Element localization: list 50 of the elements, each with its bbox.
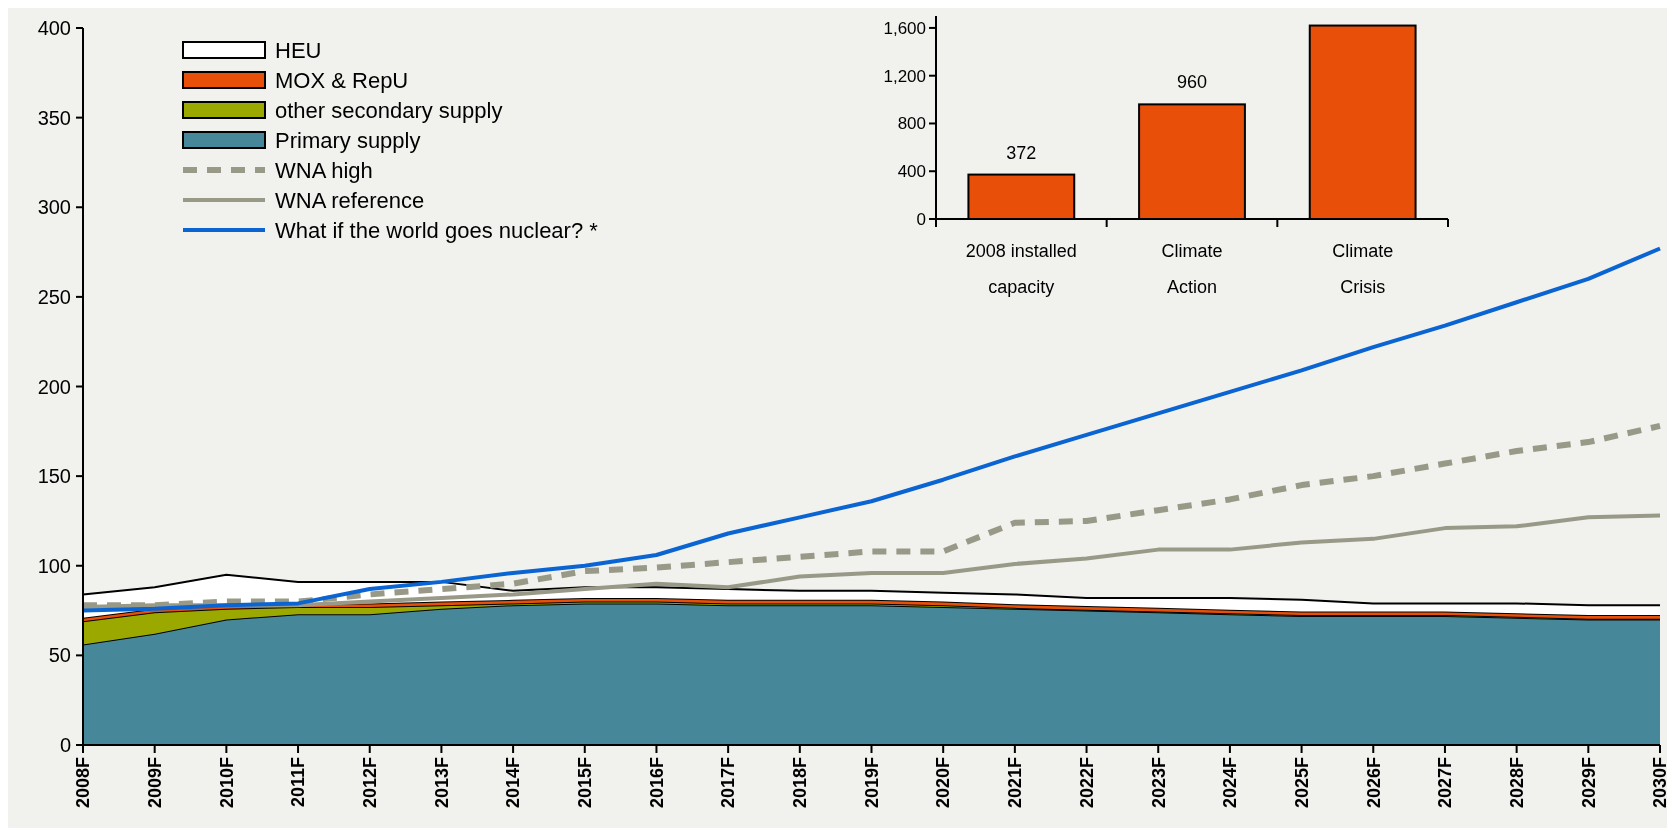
x-tick-label: 2022F (1076, 757, 1097, 809)
x-tick-label: 2030F (1650, 757, 1671, 809)
x-tick-label: 2012F (360, 757, 381, 809)
y-tick-label: 300 (37, 196, 71, 219)
x-tick-label: 2021F (1005, 757, 1026, 809)
x-tick-label: 2025F (1291, 757, 1312, 809)
y-tick-label: 1,600 (883, 18, 926, 38)
legend-label: HEU (275, 37, 322, 63)
legend-label: WNA reference (275, 187, 425, 213)
x-tick-label: 2020F (933, 757, 954, 809)
x-tick-label: 2008F (73, 757, 94, 809)
legend-label: WNA high (275, 157, 373, 183)
x-tick-label: 2011F (288, 757, 309, 808)
legend-label: other secondary supply (275, 97, 503, 123)
x-tick-label: 2008 installed capacity (965, 241, 1077, 297)
data-label: 372 (1006, 142, 1037, 163)
y-tick-label: 350 (37, 106, 71, 129)
y-tick-label: 400 (897, 162, 926, 182)
x-tick-label: 2013F (431, 757, 452, 809)
x-tick-label: Climate Crisis (1332, 241, 1394, 297)
y-tick-label: 250 (37, 285, 71, 308)
x-tick-label: 2017F (718, 757, 739, 809)
y-tick-label: 1,200 (883, 66, 926, 86)
x-tick-label: 2019F (861, 757, 882, 809)
y-tick-label: 150 (37, 465, 71, 488)
x-tick-label: 2018F (790, 757, 811, 809)
x-tick-label: 2016F (646, 757, 667, 809)
y-tick-label: 100 (37, 554, 71, 577)
x-tick-label: 2009F (144, 757, 165, 809)
line-series (81, 246, 1662, 613)
x-tick-label: 2026F (1363, 757, 1384, 809)
legend-label: MOX & RepU (275, 67, 409, 93)
x-tick-label: Climate Action (1161, 241, 1223, 297)
legend-label: Primary supply (275, 127, 421, 153)
y-tick-label: 0 (916, 209, 926, 229)
y-tick-label: 400 (37, 17, 71, 39)
x-tick-label: 2028F (1506, 757, 1527, 809)
x-tick-label: 2023F (1148, 757, 1169, 809)
y-tick-label: 800 (897, 114, 926, 134)
x-tick-label: 2027F (1435, 757, 1456, 809)
data-label: 960 (1176, 72, 1208, 93)
legend-label: What if the world goes nuclear? * (275, 217, 599, 243)
x-tick-label: 2029F (1578, 757, 1599, 809)
y-tick-label: 50 (48, 644, 71, 667)
x-tick-label: 2014F (503, 757, 524, 809)
x-tick-label: 2024F (1220, 757, 1241, 809)
x-tick-label: 2010F (216, 757, 237, 809)
y-tick-label: 200 (37, 375, 71, 398)
x-tick-label: 2015F (575, 757, 596, 809)
y-tick-label: 0 (59, 734, 71, 756)
